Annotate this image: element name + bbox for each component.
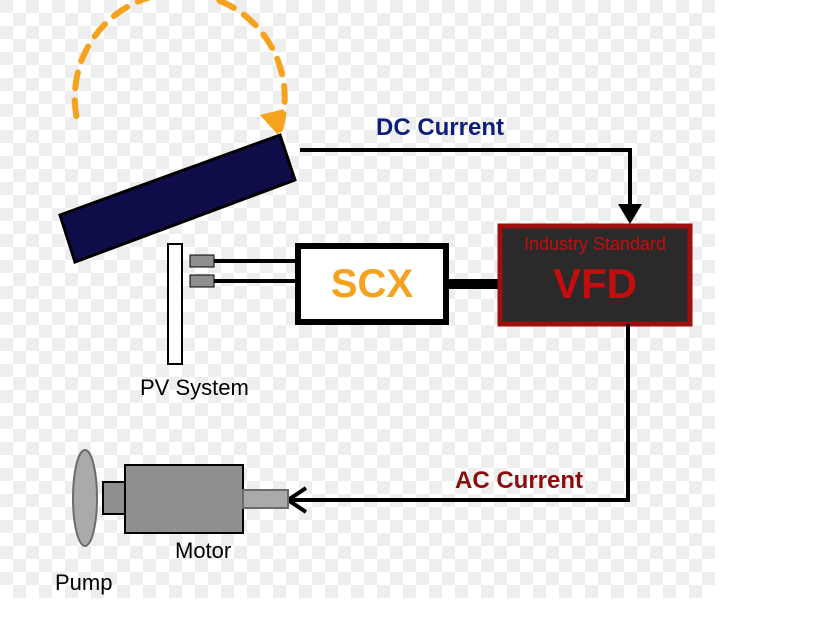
motor-label: Motor xyxy=(175,538,231,563)
vfd-title: VFD xyxy=(553,260,637,307)
pv-system-label: PV System xyxy=(140,375,249,400)
pump-impeller xyxy=(73,450,97,546)
motor-neck xyxy=(103,482,125,514)
motor-body xyxy=(125,465,243,533)
motor-shaft xyxy=(243,490,288,508)
dc-current-label: DC Current xyxy=(376,114,504,141)
vfd-subtitle: Industry Standard xyxy=(524,234,666,254)
ac-current-label: AC Current xyxy=(455,467,583,494)
pump-label: Pump xyxy=(55,570,112,595)
scx-label: SCX xyxy=(331,262,414,306)
junction-box-1 xyxy=(190,255,214,267)
junction-box-2 xyxy=(190,275,214,287)
pv-mast xyxy=(168,244,182,364)
